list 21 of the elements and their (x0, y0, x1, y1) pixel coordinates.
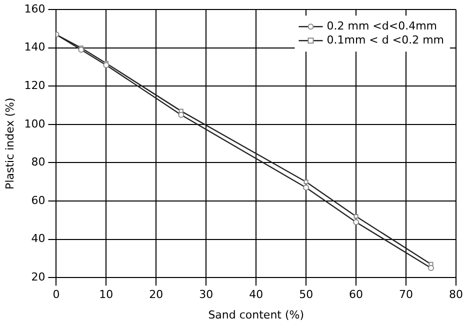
y-tick-label: 160 (24, 2, 46, 16)
x-tick-label: 60 (349, 288, 364, 302)
x-tick-label: 80 (449, 288, 463, 302)
x-tick-label: 0 (52, 288, 60, 302)
x-tick-label: 50 (299, 288, 314, 302)
y-tick-label: 120 (24, 79, 46, 92)
y-tick-label: 140 (24, 40, 46, 54)
x-tick-label: 40 (249, 288, 264, 302)
x-axis-title: Sand content (%) (208, 308, 304, 322)
x-tick-label: 20 (149, 288, 164, 302)
x-tick-label: 10 (99, 288, 114, 302)
y-tick-label: 80 (31, 156, 46, 169)
y-tick-label: 40 (31, 232, 46, 246)
y-tick-label: 60 (31, 194, 46, 207)
x-tick-label: 30 (199, 288, 214, 302)
legend-label: 0.1mm < d <0.2 mm (326, 33, 444, 46)
y-tick-label: 100 (24, 117, 46, 130)
y-tick-label: 20 (31, 270, 46, 284)
y-axis-title: Plastic index (%) (3, 98, 16, 190)
x-tick-label: 70 (399, 288, 414, 302)
legend-label: 0.2 mm <d<0.4mm (326, 19, 438, 32)
